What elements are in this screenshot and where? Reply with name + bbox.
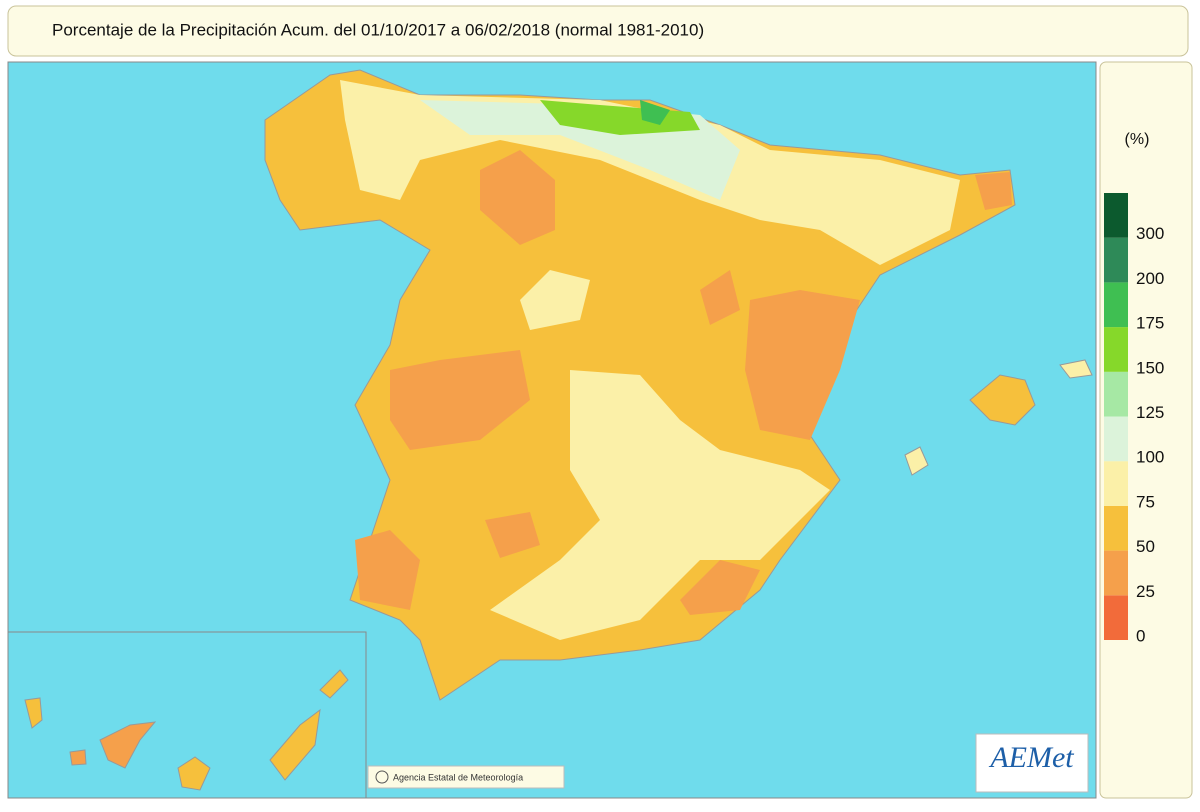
legend-tick-label: 175 [1136, 314, 1164, 333]
zone [700, 270, 740, 325]
copyright-icon [375, 770, 389, 784]
island [177, 756, 211, 791]
zone [390, 350, 530, 450]
zone [540, 100, 700, 135]
logo: AEMet [988, 741, 1074, 774]
canary-inset [7, 631, 367, 799]
legend-tick-label: 75 [1136, 492, 1155, 511]
zone [975, 172, 1012, 210]
legend-band [1104, 416, 1128, 462]
legend-band [1104, 461, 1128, 506]
legend-band [1104, 193, 1128, 238]
zone [745, 290, 860, 440]
zone [640, 100, 670, 125]
legend-band [1104, 505, 1128, 551]
credit: Agencia Estatal de Meteorología [393, 772, 523, 782]
zone [680, 560, 760, 615]
title-box [7, 5, 1189, 57]
legend-band [1104, 595, 1128, 640]
legend-band [1104, 550, 1128, 596]
canary-islands [24, 669, 349, 791]
legend-band [1104, 237, 1128, 283]
zone [520, 270, 590, 330]
credit-box [367, 765, 565, 789]
legend-tick-label: 0 [1136, 626, 1145, 645]
zone [480, 150, 555, 245]
zone [485, 512, 540, 558]
legend-tick-label: 100 [1136, 448, 1164, 467]
island [969, 374, 1036, 426]
island [99, 721, 157, 769]
legend-band [1104, 282, 1128, 328]
legend-tick-label: 25 [1136, 582, 1155, 601]
legend-tick-label: 200 [1136, 269, 1164, 288]
legend-tick-label: 125 [1136, 403, 1164, 422]
zone [355, 530, 420, 610]
legend-tick-label: 150 [1136, 358, 1164, 377]
legend-tick-label: 50 [1136, 537, 1155, 556]
legend-band [1104, 327, 1128, 372]
island [904, 446, 929, 476]
peninsula [264, 69, 1016, 701]
island [269, 708, 321, 781]
legend-tick-label: 300 [1136, 224, 1164, 243]
legend: 0 25 50 75 100 125 150 175 200 300 [1104, 193, 1164, 645]
map-title: Porcentaje de la Precipitación Acum. del… [52, 20, 704, 39]
island [1059, 359, 1093, 379]
island [24, 697, 43, 729]
legend-unit: (%) [1125, 131, 1150, 148]
zone [490, 370, 830, 640]
island [69, 749, 87, 766]
legend-band [1104, 371, 1128, 417]
balearic-islands [904, 359, 1093, 476]
island [319, 669, 349, 699]
logo-box [975, 733, 1089, 793]
